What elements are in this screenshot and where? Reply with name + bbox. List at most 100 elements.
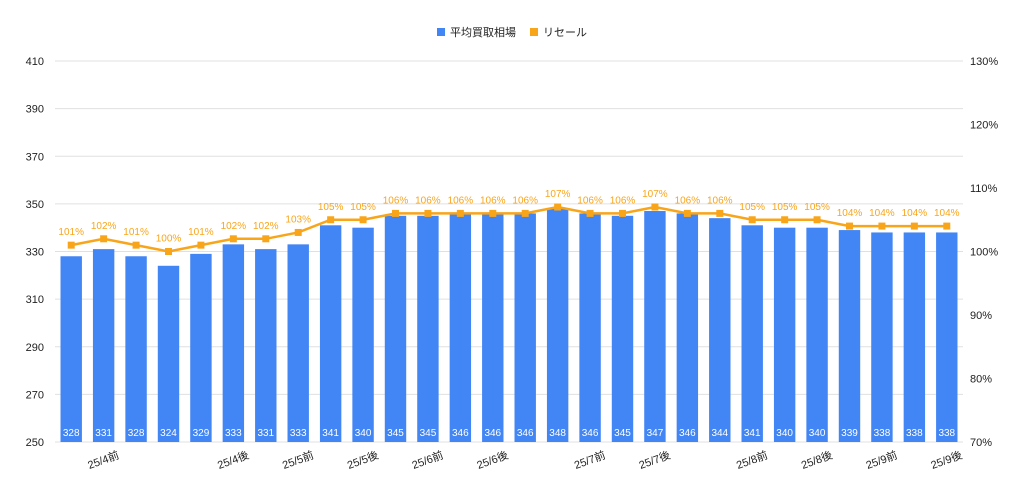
line-data-label: 106% bbox=[577, 195, 603, 206]
bar bbox=[417, 215, 439, 442]
line-data-label: 105% bbox=[804, 202, 830, 213]
y-left-tick-label: 310 bbox=[26, 294, 44, 306]
y-left-tick-label: 330 bbox=[26, 247, 44, 259]
bar-data-label: 329 bbox=[193, 428, 210, 439]
x-tick-label: 25/9後 bbox=[929, 448, 964, 472]
line-data-label: 106% bbox=[675, 195, 701, 206]
bar-data-label: 339 bbox=[841, 428, 858, 439]
line-data-label: 105% bbox=[772, 202, 798, 213]
line-data-label: 105% bbox=[350, 202, 376, 213]
line-data-label: 100% bbox=[156, 234, 182, 245]
bar-data-label: 331 bbox=[95, 428, 112, 439]
bar bbox=[319, 225, 342, 442]
bar-data-label: 341 bbox=[744, 428, 761, 439]
bar-data-label: 338 bbox=[938, 428, 955, 439]
bar-data-label: 345 bbox=[387, 428, 404, 439]
line-point bbox=[521, 209, 529, 217]
bar-data-label: 348 bbox=[549, 428, 566, 439]
bar bbox=[482, 213, 504, 442]
bar bbox=[546, 208, 569, 442]
line-point bbox=[943, 222, 951, 230]
line-point bbox=[456, 209, 464, 217]
line-point bbox=[846, 222, 853, 230]
bar bbox=[676, 213, 699, 442]
bar bbox=[741, 225, 763, 442]
y-right-tick-label: 70% bbox=[970, 437, 992, 449]
line-data-label: 101% bbox=[188, 227, 214, 238]
line-point bbox=[554, 203, 562, 211]
x-tick-label: 25/7前 bbox=[572, 448, 607, 472]
bar-data-label: 328 bbox=[63, 428, 80, 439]
legend-item-line[interactable]: リセール bbox=[530, 24, 587, 40]
line-data-label: 106% bbox=[512, 195, 538, 206]
bar bbox=[806, 227, 828, 442]
line-point bbox=[100, 235, 108, 243]
line-point bbox=[132, 241, 140, 249]
x-tick-label: 25/7後 bbox=[637, 448, 672, 472]
legend-line-label: リセール bbox=[543, 27, 587, 39]
line-point bbox=[619, 209, 626, 217]
y-left-tick-label: 370 bbox=[26, 151, 44, 163]
line-point bbox=[813, 216, 821, 224]
line-data-label: 107% bbox=[642, 189, 668, 200]
y-left-tick-label: 270 bbox=[26, 389, 44, 401]
line-data-label: 104% bbox=[934, 208, 960, 219]
line-data-label: 106% bbox=[415, 195, 441, 206]
line-point bbox=[489, 209, 497, 217]
line-data-label: 106% bbox=[610, 195, 636, 206]
line-point bbox=[67, 241, 75, 249]
bar bbox=[838, 230, 861, 442]
bar bbox=[190, 253, 212, 442]
bar bbox=[384, 215, 407, 442]
bar-data-label: 340 bbox=[776, 428, 793, 439]
line-point bbox=[424, 209, 432, 217]
bar bbox=[709, 218, 731, 442]
bar-data-label: 340 bbox=[809, 428, 826, 439]
bar-data-label: 341 bbox=[322, 428, 339, 439]
x-tick-label: 25/8前 bbox=[734, 448, 769, 472]
line-data-label: 106% bbox=[480, 195, 506, 206]
bar bbox=[936, 232, 958, 442]
line-point bbox=[359, 216, 367, 224]
y-left-tick-label: 410 bbox=[26, 56, 44, 68]
y-right-tick-label: 100% bbox=[970, 247, 998, 259]
line-data-label: 105% bbox=[318, 202, 344, 213]
bar bbox=[871, 232, 893, 442]
x-tick-label: 25/9前 bbox=[864, 448, 899, 472]
bar-data-label: 344 bbox=[711, 428, 728, 439]
line-data-label: 105% bbox=[739, 202, 765, 213]
bar-data-label: 346 bbox=[484, 428, 501, 439]
line-data-label: 104% bbox=[837, 208, 863, 219]
line-data-label: 107% bbox=[545, 189, 571, 200]
line-data-label: 106% bbox=[707, 195, 733, 206]
line-point bbox=[392, 209, 399, 217]
line-data-label: 104% bbox=[902, 208, 928, 219]
bar bbox=[773, 227, 796, 442]
line-point bbox=[878, 222, 886, 230]
bar bbox=[514, 213, 536, 442]
legend-bar-swatch bbox=[437, 28, 445, 36]
bar bbox=[449, 213, 472, 442]
line-point bbox=[197, 241, 205, 249]
bar-data-label: 324 bbox=[160, 428, 177, 439]
line-data-label: 102% bbox=[253, 221, 279, 232]
line-data-label: 106% bbox=[448, 195, 474, 206]
bar bbox=[903, 232, 926, 442]
line-point bbox=[716, 209, 724, 217]
bar bbox=[255, 249, 277, 442]
line-data-label: 102% bbox=[91, 221, 117, 232]
line-point bbox=[748, 216, 756, 224]
legend-item-bar[interactable]: 平均買取相場 bbox=[437, 24, 516, 40]
bar bbox=[92, 249, 115, 442]
line-point bbox=[781, 216, 789, 224]
line-point bbox=[586, 209, 594, 217]
line-point bbox=[229, 235, 237, 243]
x-tick-label: 25/5後 bbox=[345, 448, 380, 472]
resale-line bbox=[70, 205, 947, 253]
bar-data-label: 346 bbox=[517, 428, 534, 439]
y-left-tick-label: 350 bbox=[26, 199, 44, 211]
line-data-label: 102% bbox=[221, 221, 247, 232]
line-data-label: 101% bbox=[58, 227, 84, 238]
x-tick-label: 25/5前 bbox=[280, 448, 315, 472]
